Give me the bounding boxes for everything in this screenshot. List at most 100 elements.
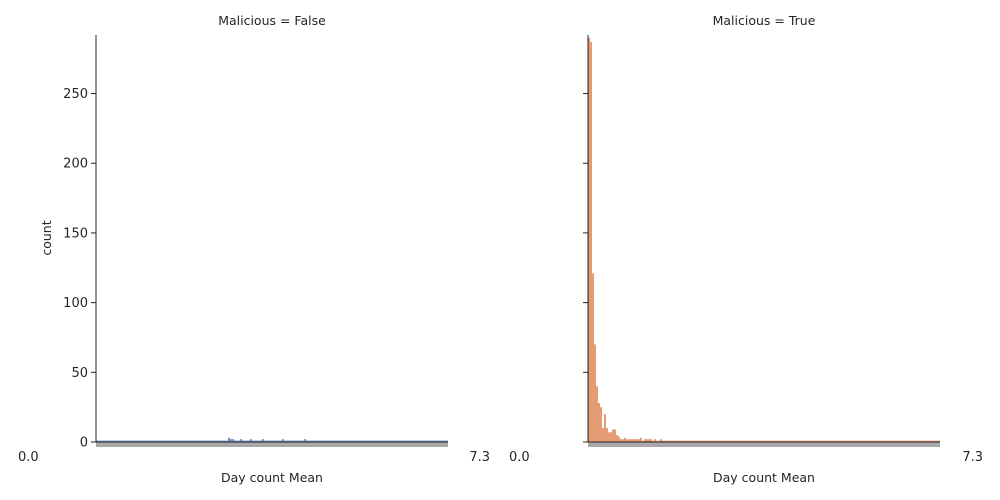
bar [908, 440, 910, 442]
bar [682, 440, 684, 442]
bar [200, 440, 202, 442]
bar [660, 439, 662, 442]
bar [442, 440, 444, 442]
bar [634, 439, 636, 442]
bar [412, 440, 414, 442]
bar [620, 439, 622, 442]
x-axis-label: Day count Mean [221, 470, 323, 485]
bar [734, 440, 736, 442]
bar [802, 440, 804, 442]
bar [104, 440, 106, 442]
bar [142, 440, 144, 442]
bar-series [96, 437, 448, 442]
bar [926, 440, 928, 442]
bar [904, 440, 906, 442]
bar [738, 440, 740, 442]
bar [602, 428, 604, 442]
bar [324, 440, 326, 442]
bar [126, 440, 128, 442]
y-tick-label: 50 [71, 366, 88, 381]
bar [656, 440, 658, 442]
bar [714, 440, 716, 442]
bar [920, 440, 922, 442]
bar [338, 440, 340, 442]
bar [604, 414, 606, 442]
bar [180, 440, 182, 442]
bar [832, 440, 834, 442]
bar [220, 440, 222, 442]
bar [918, 440, 920, 442]
bar [680, 440, 682, 442]
bar [134, 440, 136, 442]
bar [244, 440, 246, 442]
bar [416, 440, 418, 442]
bar [694, 440, 696, 442]
bar [288, 440, 290, 442]
bar [120, 440, 122, 442]
bar [784, 440, 786, 442]
bar [186, 440, 188, 442]
bar [206, 440, 208, 442]
bar [922, 440, 924, 442]
panel-malicious-true: Malicious = True Day count Mean 0.0 7.3 [509, 13, 983, 485]
bar [428, 440, 430, 442]
bar [614, 429, 616, 442]
bar [654, 439, 656, 442]
bar [622, 439, 624, 442]
bar [824, 440, 826, 442]
bar [794, 440, 796, 442]
bar [246, 440, 248, 442]
bar [294, 440, 296, 442]
bar [812, 440, 814, 442]
bar [286, 440, 288, 442]
bar [638, 439, 640, 442]
bar [810, 440, 812, 442]
bar [692, 440, 694, 442]
bar [658, 440, 660, 442]
panel-title: Malicious = False [218, 13, 326, 28]
bar [756, 440, 758, 442]
bar [392, 440, 394, 442]
bar [362, 440, 364, 442]
bar [630, 439, 632, 442]
bar [776, 440, 778, 442]
bar [768, 440, 770, 442]
bar [254, 440, 256, 442]
bar [398, 440, 400, 442]
bar [224, 440, 226, 442]
bar [440, 440, 442, 442]
bar [864, 440, 866, 442]
bar [838, 440, 840, 442]
bar [318, 440, 320, 442]
bar [836, 440, 838, 442]
bar [778, 440, 780, 442]
bar [370, 440, 372, 442]
bar [592, 273, 594, 442]
bar [366, 440, 368, 442]
bar [348, 440, 350, 442]
bar [410, 440, 412, 442]
bar [884, 440, 886, 442]
bar [342, 440, 344, 442]
bar [308, 440, 310, 442]
bar [182, 440, 184, 442]
bar [112, 440, 114, 442]
x-tick-label-last: 7.3 [962, 450, 983, 465]
bar [788, 440, 790, 442]
panel-title: Malicious = True [713, 13, 816, 28]
bar [912, 440, 914, 442]
bar [420, 440, 422, 442]
y-tick-label: 100 [63, 296, 88, 311]
bar [446, 440, 448, 442]
bar [160, 440, 162, 442]
bar [736, 440, 738, 442]
bar [314, 440, 316, 442]
bar [800, 440, 802, 442]
bar [648, 439, 650, 442]
bar [790, 440, 792, 442]
bar [312, 440, 314, 442]
bar [792, 440, 794, 442]
bar [106, 440, 108, 442]
bar [934, 440, 936, 442]
bar [110, 440, 112, 442]
